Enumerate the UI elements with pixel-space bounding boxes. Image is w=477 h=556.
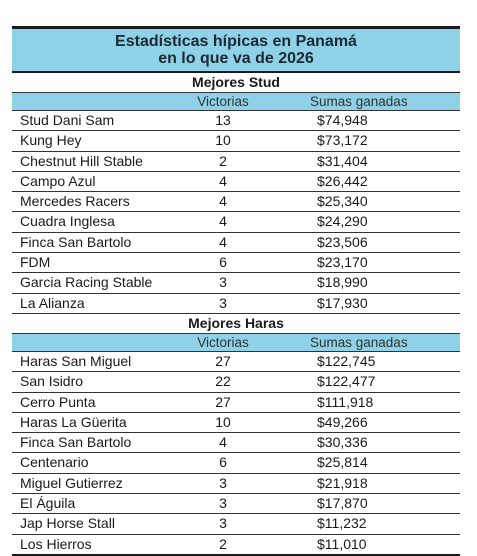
- table-title: Estadísticas hípicas en Panamá en lo que…: [12, 26, 460, 73]
- column-wins-label: Victorias: [197, 94, 249, 109]
- table-row: Campo Azul 4 $26,442: [12, 172, 460, 193]
- row-name: Stud Dani Sam: [20, 112, 115, 128]
- row-wins: 4: [219, 233, 227, 250]
- table-row: Miguel Gutierrez 3 $21,918: [12, 474, 460, 495]
- row-name: Cuadra Inglesa: [20, 213, 115, 230]
- row-name: Cerro Punta: [20, 393, 96, 410]
- column-header-stud: Victorias Sumas ganadas: [12, 93, 460, 111]
- row-sum: $24,290: [317, 213, 368, 230]
- row-wins: 4: [219, 213, 227, 230]
- section-title-stud: Mejores Stud: [12, 73, 460, 93]
- row-sum: $74,948: [317, 112, 368, 128]
- table-row: Cerro Punta 27 $111,918: [12, 393, 460, 413]
- row-sum: $122,745: [317, 352, 376, 369]
- row-wins: 2: [219, 535, 227, 552]
- table-row: Los Hierros 2 $11,010: [12, 535, 460, 554]
- row-name: FDM: [20, 254, 51, 271]
- row-name: Miguel Gutierrez: [20, 474, 123, 491]
- row-name: Finca San Bartolo: [20, 434, 132, 451]
- row-wins: 22: [215, 373, 231, 390]
- row-wins: 13: [215, 112, 231, 128]
- row-wins: 3: [219, 474, 227, 491]
- row-name: Haras San Miguel: [20, 352, 132, 369]
- row-wins: 10: [215, 413, 231, 430]
- title-line-1: Estadísticas hípicas en Panamá: [115, 33, 357, 50]
- column-sums-label: Sumas ganadas: [310, 94, 408, 109]
- table-row: La Alianza 3 $17,930: [12, 294, 460, 313]
- table-row: San Isidro 22 $122,477: [12, 372, 460, 393]
- section-title-haras: Mejores Haras: [12, 312, 460, 334]
- row-name: San Isidro: [20, 373, 84, 390]
- table-row: Garcia Racing Stable 3 $18,990: [12, 273, 460, 294]
- row-name: Mercedes Racers: [20, 193, 130, 210]
- row-sum: $11,232: [317, 515, 367, 532]
- table-row: FDM 6 $23,170: [12, 253, 460, 274]
- row-sum: $17,930: [317, 294, 368, 311]
- row-sum: $25,340: [317, 193, 368, 210]
- row-wins: 3: [219, 495, 227, 512]
- row-sum: $26,442: [317, 172, 368, 189]
- row-sum: $30,336: [317, 434, 368, 451]
- table-row: Haras La Güerita 10 $49,266: [12, 413, 460, 434]
- row-wins: 27: [215, 393, 231, 410]
- row-name: Centenario: [20, 454, 89, 471]
- row-name: Haras La Güerita: [20, 413, 127, 430]
- row-wins: 27: [215, 352, 231, 369]
- row-name: Los Hierros: [20, 535, 92, 552]
- table-row: Haras San Miguel 27 $122,745: [12, 352, 460, 373]
- row-sum: $73,172: [317, 132, 368, 149]
- title-line-2: en lo que va de 2026: [158, 50, 314, 67]
- row-wins: 6: [219, 454, 227, 471]
- haras-rows: Haras San Miguel 27 $122,745 San Isidro 22 $1…: [12, 352, 460, 556]
- row-wins: 10: [215, 132, 231, 149]
- row-wins: 6: [219, 254, 227, 271]
- row-wins: 2: [219, 152, 227, 169]
- column-sums-label: Sumas ganadas: [310, 334, 408, 350]
- table-row: Stud Dani Sam 13 $74,948: [12, 111, 460, 132]
- row-wins: 3: [219, 274, 227, 291]
- row-name: La Alianza: [20, 294, 85, 311]
- row-sum: $17,870: [317, 495, 368, 512]
- row-name: Finca San Bartolo: [20, 233, 132, 250]
- row-sum: $122,477: [317, 373, 376, 390]
- table-row: Mercedes Racers 4 $25,340: [12, 192, 460, 213]
- table-row: Jap Horse Stall 3 $11,232: [12, 514, 460, 535]
- table-row: Chestnut Hill Stable 2 $31,404: [12, 152, 460, 172]
- row-name: Campo Azul: [20, 172, 96, 189]
- table-row: Cuadra Inglesa 4 $24,290: [12, 212, 460, 233]
- row-sum: $31,404: [317, 152, 368, 169]
- table-row: El Águila 3 $17,870: [12, 494, 460, 515]
- row-wins: 4: [219, 172, 227, 189]
- table-row: Kung Hey 10 $73,172: [12, 131, 460, 152]
- row-wins: 3: [219, 294, 227, 311]
- row-name: Garcia Racing Stable: [20, 274, 153, 291]
- table-row: Finca San Bartolo 4 $23,506: [12, 233, 460, 254]
- table-row: Centenario 6 $25,814: [12, 453, 460, 474]
- stats-table: Estadísticas hípicas en Panamá en lo que…: [12, 26, 460, 556]
- row-sum: $11,010: [317, 535, 367, 552]
- row-name: Kung Hey: [20, 132, 82, 149]
- table-row: Finca San Bartolo 4 $30,336: [12, 433, 460, 454]
- row-name: Jap Horse Stall: [20, 515, 115, 532]
- row-sum: $111,918: [317, 393, 374, 410]
- row-name: Chestnut Hill Stable: [20, 152, 143, 169]
- row-wins: 3: [219, 515, 227, 532]
- column-header-haras: Victorias Sumas ganadas: [12, 333, 460, 352]
- column-wins-label: Victorias: [197, 334, 249, 350]
- stud-rows: Stud Dani Sam 13 $74,948 Kung Hey 10 $73,172 C…: [12, 111, 460, 313]
- row-sum: $25,814: [317, 454, 368, 471]
- row-sum: $21,918: [317, 474, 368, 491]
- row-sum: $49,266: [317, 413, 368, 430]
- row-sum: $23,506: [317, 233, 368, 250]
- row-sum: $23,170: [317, 254, 368, 271]
- row-name: El Águila: [20, 495, 76, 512]
- row-sum: $18,990: [317, 274, 368, 291]
- row-wins: 4: [219, 434, 227, 451]
- row-wins: 4: [219, 193, 227, 210]
